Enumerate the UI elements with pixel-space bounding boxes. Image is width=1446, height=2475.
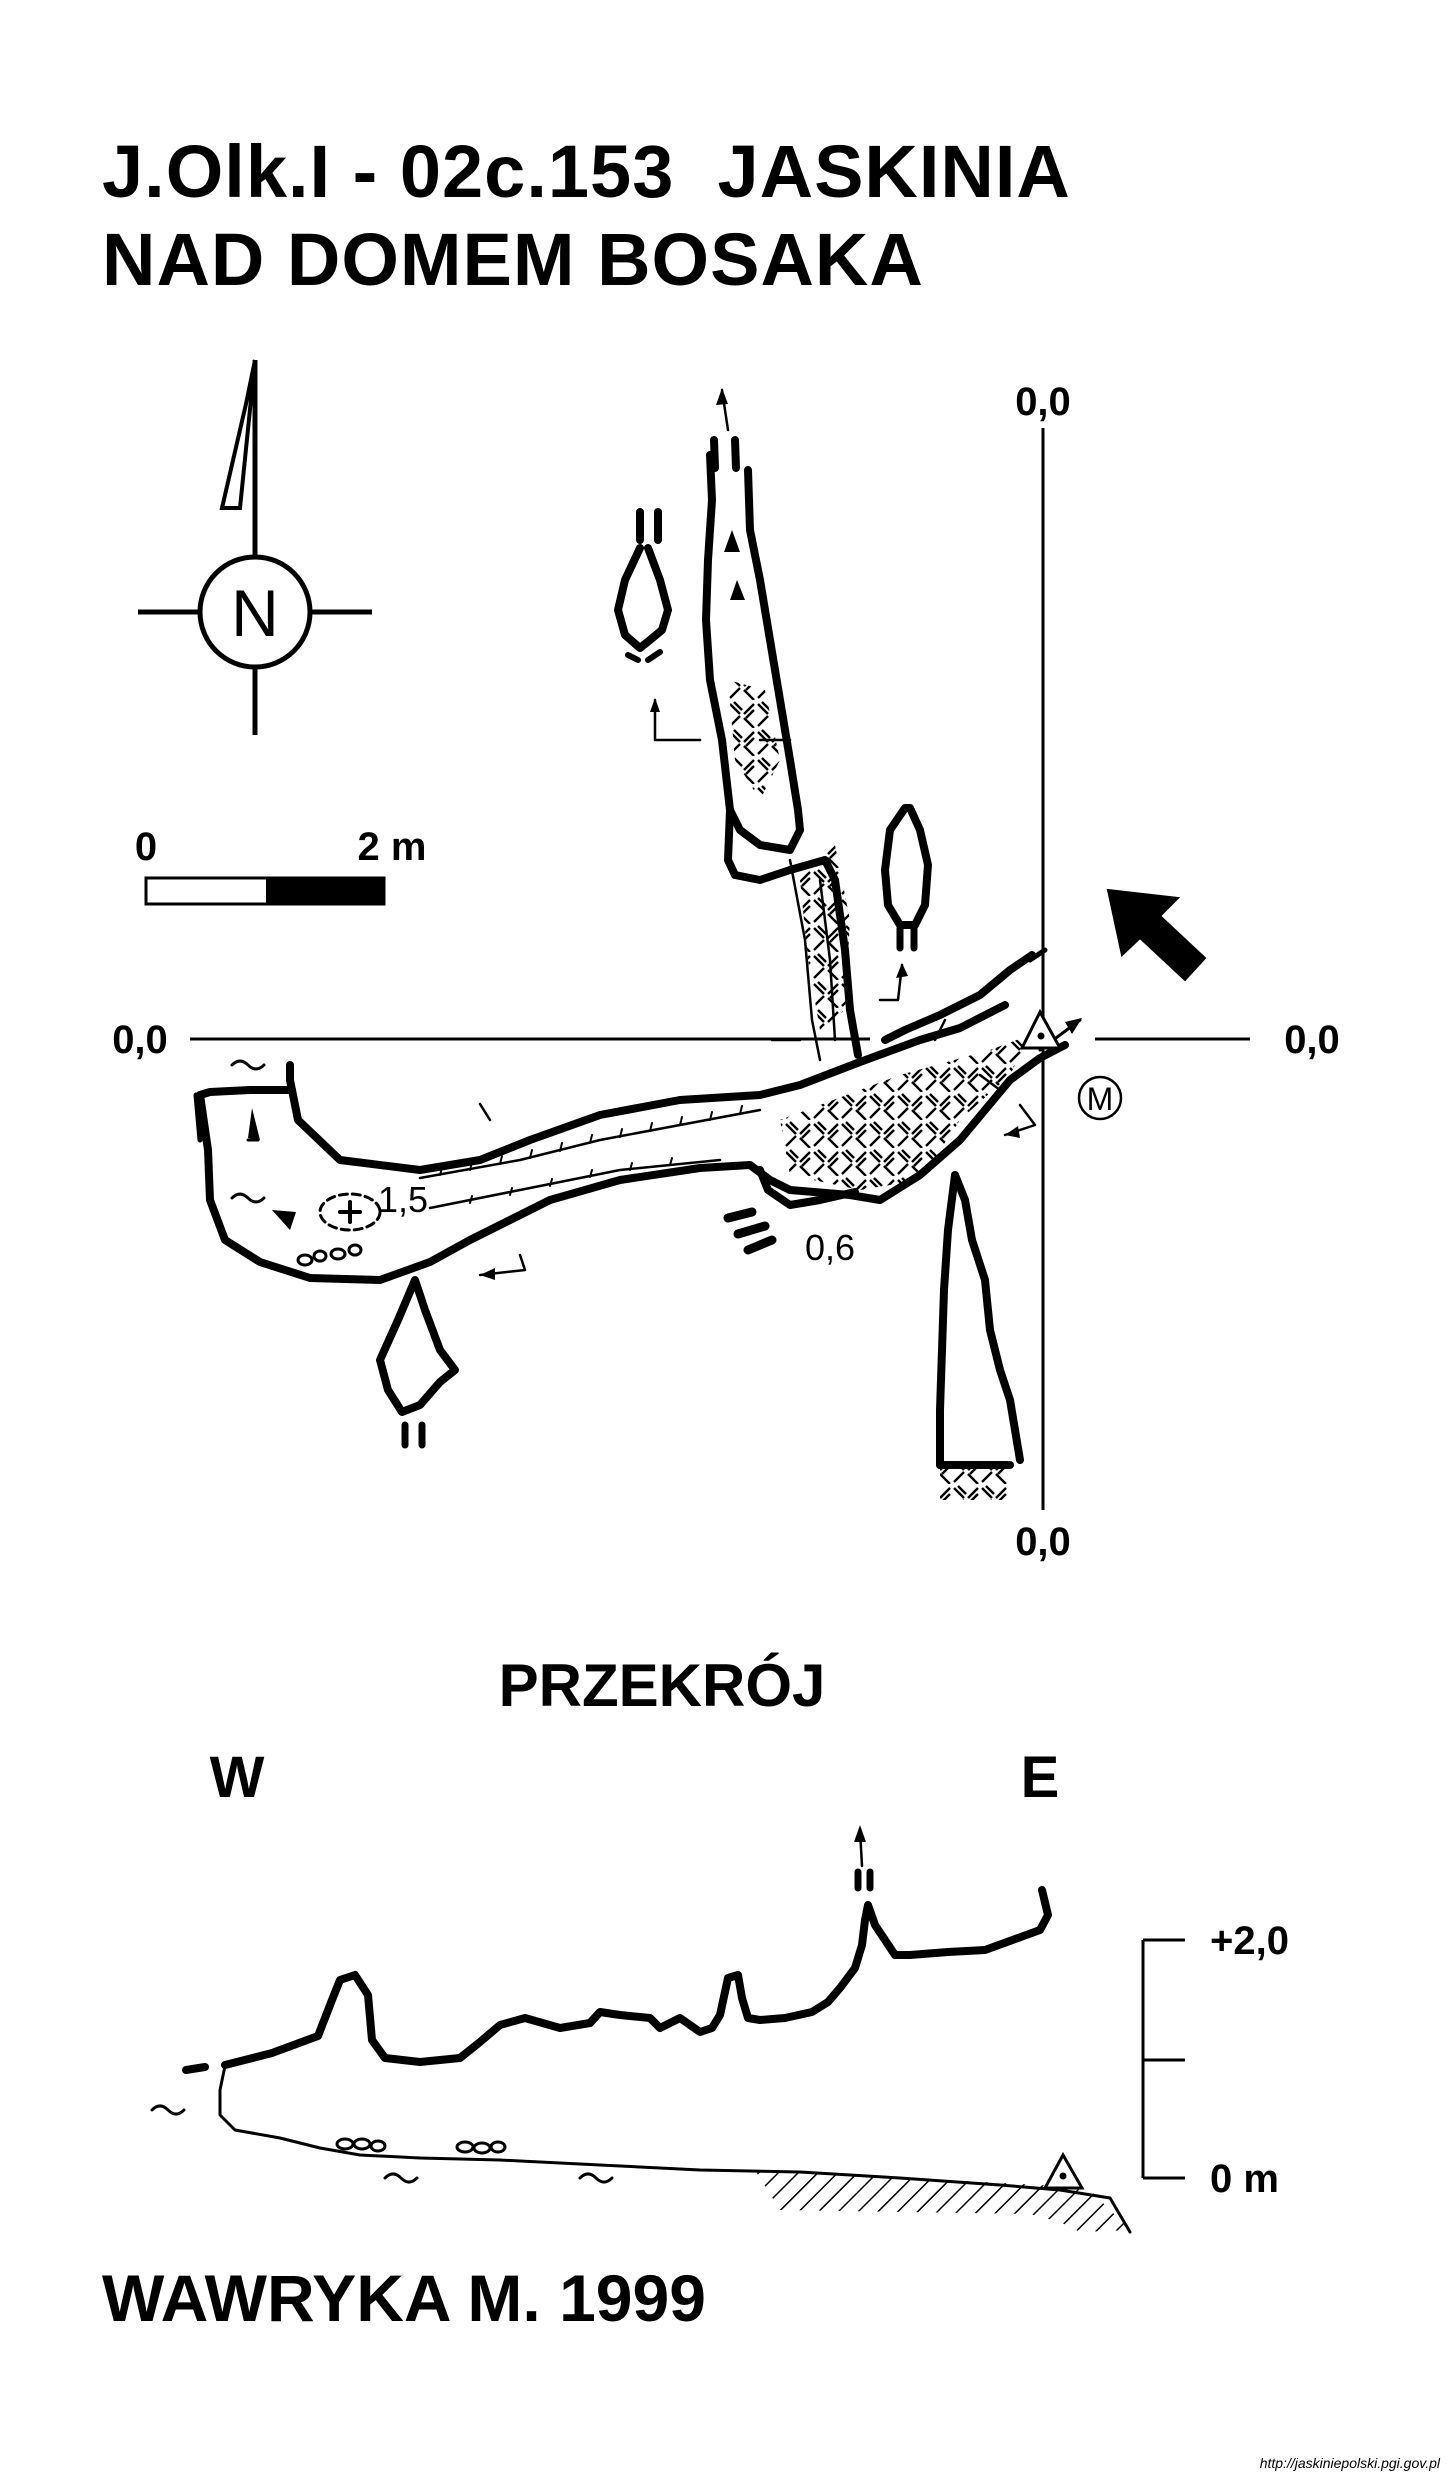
axis-label-bottom: 0,0 (1015, 1520, 1071, 1564)
section-station-icon (1042, 2151, 1085, 2190)
north-arrow-icon: N (138, 359, 372, 735)
cave-section (150, 1825, 1132, 2234)
east-label: E (1021, 1745, 1060, 1810)
axis-label-left: 0,0 (112, 1018, 168, 1062)
depth-label-1: 1,5 (378, 1179, 428, 1220)
marker-letter: M (1087, 1081, 1114, 1117)
author-credit: WAWRYKA M. 1999 (102, 2261, 706, 2335)
title-line-1: J.Olk.I - 02c.153 JASKINIA (102, 130, 1071, 213)
map-title: J.Olk.I - 02c.153 JASKINIA NAD DOMEM BOS… (102, 128, 1071, 304)
scale-end-label: 2 m (358, 825, 427, 869)
scale-start-label: 0 (135, 825, 157, 869)
reference-axes (190, 428, 1250, 1510)
plus-marker (318, 1192, 382, 1232)
marker-m-icon: M (1077, 1075, 1123, 1121)
section-title: PRZEKRÓJ (499, 1652, 826, 1719)
survey-station-icon (1019, 1008, 1063, 1050)
axis-label-right: 0,0 (1284, 1018, 1340, 1062)
axis-label-top: 0,0 (1015, 380, 1071, 424)
title-line-2: NAD DOMEM BOSAKA (102, 218, 924, 301)
source-url[interactable]: http://jaskiniepolski.pgi.gov.pl (1259, 2455, 1440, 2471)
scale-bar: 0 2 m (135, 825, 427, 906)
entrance-arrow-icon (1106, 888, 1207, 982)
north-letter: N (231, 576, 279, 650)
cave-plan (193, 388, 1082, 1500)
vertical-scale-top-label: +2,0 (1210, 1919, 1289, 1963)
depth-label-2: 0,6 (805, 1227, 855, 1268)
vertical-scale (1141, 1938, 1185, 2180)
west-label: W (210, 1745, 265, 1810)
vertical-scale-bottom-label: 0 m (1210, 2157, 1279, 2201)
